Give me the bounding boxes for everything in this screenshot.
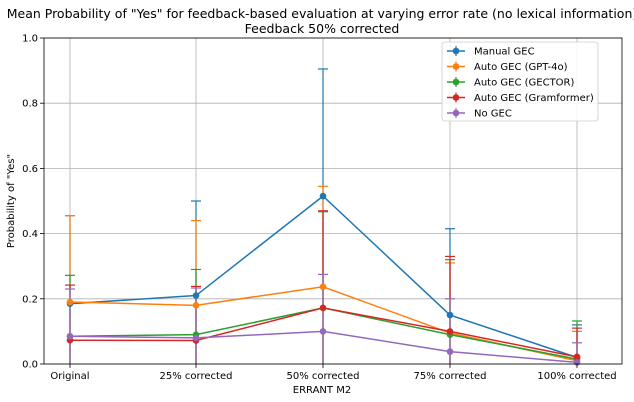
x-tick-label: 50% corrected — [287, 371, 360, 382]
series-points — [66, 192, 581, 366]
data-point — [319, 304, 327, 312]
y-tick-label: 0.6 — [22, 164, 38, 175]
data-point — [319, 328, 327, 335]
chart-subtitle: Feedback 50% corrected — [245, 21, 400, 36]
x-tick-label: 75% corrected — [414, 371, 487, 382]
data-point — [319, 283, 327, 291]
y-ticks: 0.0 0.2 0.4 0.6 0.8 1.0 — [22, 34, 44, 371]
legend-label: Auto GEC (GECTOR) — [474, 78, 575, 89]
y-tick-label: 0.4 — [22, 229, 38, 240]
legend-label: No GEC — [474, 109, 512, 120]
legend-marker — [452, 47, 460, 55]
y-axis-label: Probability of "Yes" — [6, 154, 17, 248]
data-point — [192, 334, 200, 342]
legend: Manual GEC Auto GEC (GPT-4o) Auto GEC (GEC… — [441, 41, 599, 122]
x-tick-label: Original — [50, 371, 89, 382]
y-tick-label: 0.0 — [22, 360, 38, 371]
legend-box — [441, 41, 599, 122]
y-tick-label: 1.0 — [22, 34, 38, 45]
x-axis-label: ERRANT M2 — [293, 385, 351, 396]
data-point — [319, 192, 327, 200]
y-tick-label: 0.8 — [22, 99, 38, 110]
data-point — [446, 348, 454, 355]
data-point — [192, 292, 200, 299]
y-tick-label: 0.2 — [22, 294, 38, 305]
data-point — [66, 332, 74, 340]
legend-marker — [452, 109, 460, 117]
legend-marker — [452, 63, 460, 70]
chart-title: Mean Probability of "Yes" for feedback-b… — [7, 6, 634, 21]
x-tick-label: 100% corrected — [537, 371, 616, 382]
data-point — [192, 302, 200, 309]
legend-marker — [452, 78, 460, 86]
data-point — [446, 328, 454, 335]
legend-label: Auto GEC (Gramformer) — [474, 93, 594, 104]
plot-frame — [43, 37, 623, 365]
x-tick-label: 25% corrected — [160, 371, 233, 382]
data-point — [66, 298, 74, 306]
legend-label: Manual GEC — [474, 47, 535, 58]
legend-marker — [452, 94, 460, 101]
data-point — [446, 311, 454, 319]
legend-label: Auto GEC (GPT-4o) — [474, 62, 568, 73]
x-ticks: Original 25% corrected 50% corrected 75% co… — [50, 364, 617, 382]
data-point — [573, 353, 581, 361]
